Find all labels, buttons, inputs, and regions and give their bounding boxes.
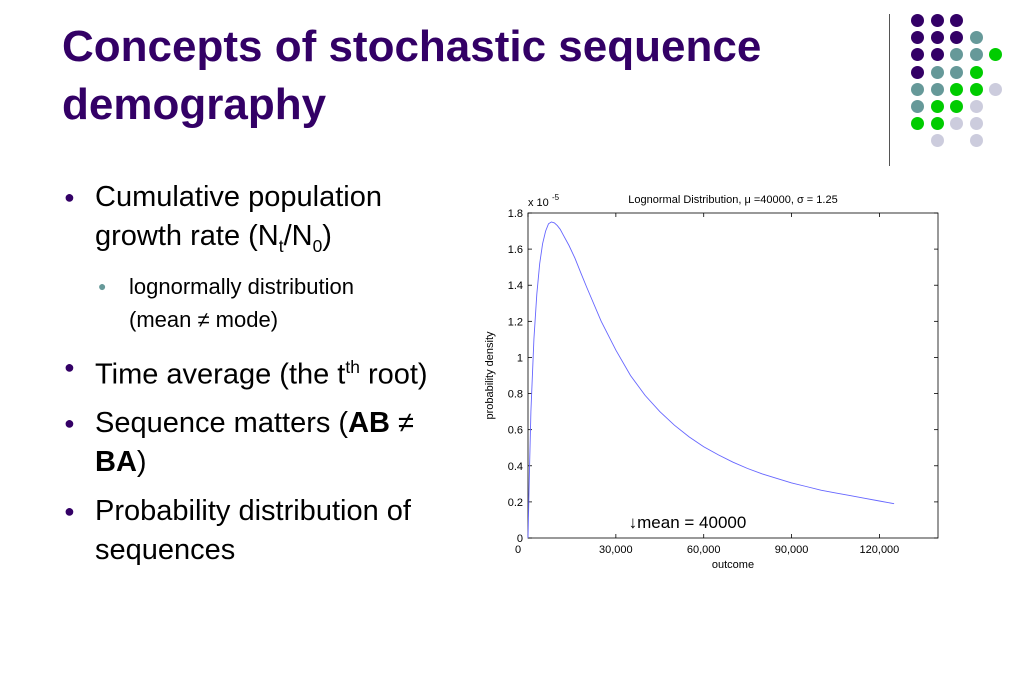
bullet-probability-distribution: ● Probability distribution of sequences (62, 492, 442, 570)
decor-dot (950, 31, 963, 45)
bullet-dot-icon: ● (64, 356, 75, 377)
decor-dot (911, 48, 924, 62)
bullet-list: ● Cumulative population growth rate (Nt/… (62, 178, 442, 580)
decor-dot (930, 14, 944, 27)
chart-title: Lognormal Distribution, μ =40000, σ = 1.… (628, 194, 837, 206)
y-axis-label: probability density (484, 331, 496, 420)
decor-dot (930, 82, 944, 96)
decor-dot (911, 100, 924, 113)
decor-dot (950, 117, 963, 131)
decor-dot (930, 134, 944, 148)
lognormal-chart: 0 0.2 0.4 0.6 0.8 1 1.2 1.4 1.6 1.8 0 30,000 60,000 9… (480, 185, 950, 575)
title-line-2: demography (62, 80, 327, 129)
decor-divider (889, 14, 890, 166)
decor-dot (989, 82, 1002, 96)
decor-dot (969, 134, 983, 148)
decor-dot (950, 14, 963, 27)
decor-dot (969, 82, 983, 96)
decor-dot (989, 48, 1002, 62)
y-tick-label: 0 (517, 533, 523, 545)
x-tick-label: 90,000 (775, 544, 809, 556)
decor-dot (950, 82, 963, 96)
y-tick-label: 0.2 (508, 497, 523, 509)
density-curve (527, 221, 895, 539)
decor-dot (930, 65, 944, 79)
x-tick-label: 120,000 (860, 544, 900, 556)
y-tick-label: 1.6 (508, 244, 523, 256)
y-tick-label: 0.4 (508, 461, 523, 473)
x-tick-label: 0 (515, 544, 521, 556)
decor-dot (969, 48, 983, 62)
y-multiplier-exponent: -5 (552, 193, 560, 202)
y-tick-label: 0.6 (508, 425, 523, 437)
decor-dot (969, 31, 983, 45)
subbullet-lognormal: ● lognormally distribution (mean ≠ mode) (62, 270, 442, 336)
slide-title: Concepts of stochastic sequence demograp… (62, 18, 862, 134)
bullet-dot-icon: ● (64, 187, 75, 207)
bullet-dot-icon: ● (64, 413, 75, 434)
bullet-dot-icon: ● (64, 501, 75, 522)
decor-dot (930, 100, 944, 113)
decor-dot (911, 31, 924, 45)
decor-dot (911, 65, 924, 79)
decor-dot (969, 100, 983, 113)
decor-dot (911, 14, 924, 27)
decor-dot (950, 65, 963, 79)
plot-frame (527, 212, 939, 539)
decor-dot (950, 100, 963, 113)
bullet-time-average: ● Time average (the tth root) (62, 348, 442, 395)
y-tick-label: 0.8 (508, 389, 523, 401)
subbullet-dot-icon: ● (98, 277, 107, 294)
x-tick-label: 30,000 (599, 544, 633, 556)
decor-dot (911, 82, 924, 96)
decor-dot (950, 48, 963, 62)
decor-dot (969, 117, 983, 131)
decor-dot (930, 117, 944, 131)
y-tick-label: 1.8 (508, 208, 523, 220)
y-tick-label: 1.2 (508, 316, 523, 328)
x-axis-label: outcome (712, 559, 754, 571)
mean-arrow-icon: ↓ (629, 513, 638, 532)
x-tick-label: 60,000 (687, 544, 721, 556)
decor-dot (911, 117, 924, 131)
chart-svg: 0 0.2 0.4 0.6 0.8 1 1.2 1.4 1.6 1.8 0 30,000 60,000 9… (484, 193, 939, 571)
y-multiplier-label: x 10 (528, 197, 549, 209)
decor-dot (930, 31, 944, 45)
decor-dot (930, 48, 944, 62)
bullet-growth-rate: ● Cumulative population growth rate (Nt/… (62, 178, 442, 266)
y-tick-label: 1.4 (508, 280, 523, 292)
mean-annotation: mean = 40000 (637, 513, 746, 532)
decor-dot (969, 65, 983, 79)
title-line-1: Concepts of stochastic sequence (62, 22, 762, 71)
y-tick-label: 1 (517, 352, 523, 364)
bullet-sequence-matters: ● Sequence matters (AB ≠ BA) (62, 404, 442, 482)
